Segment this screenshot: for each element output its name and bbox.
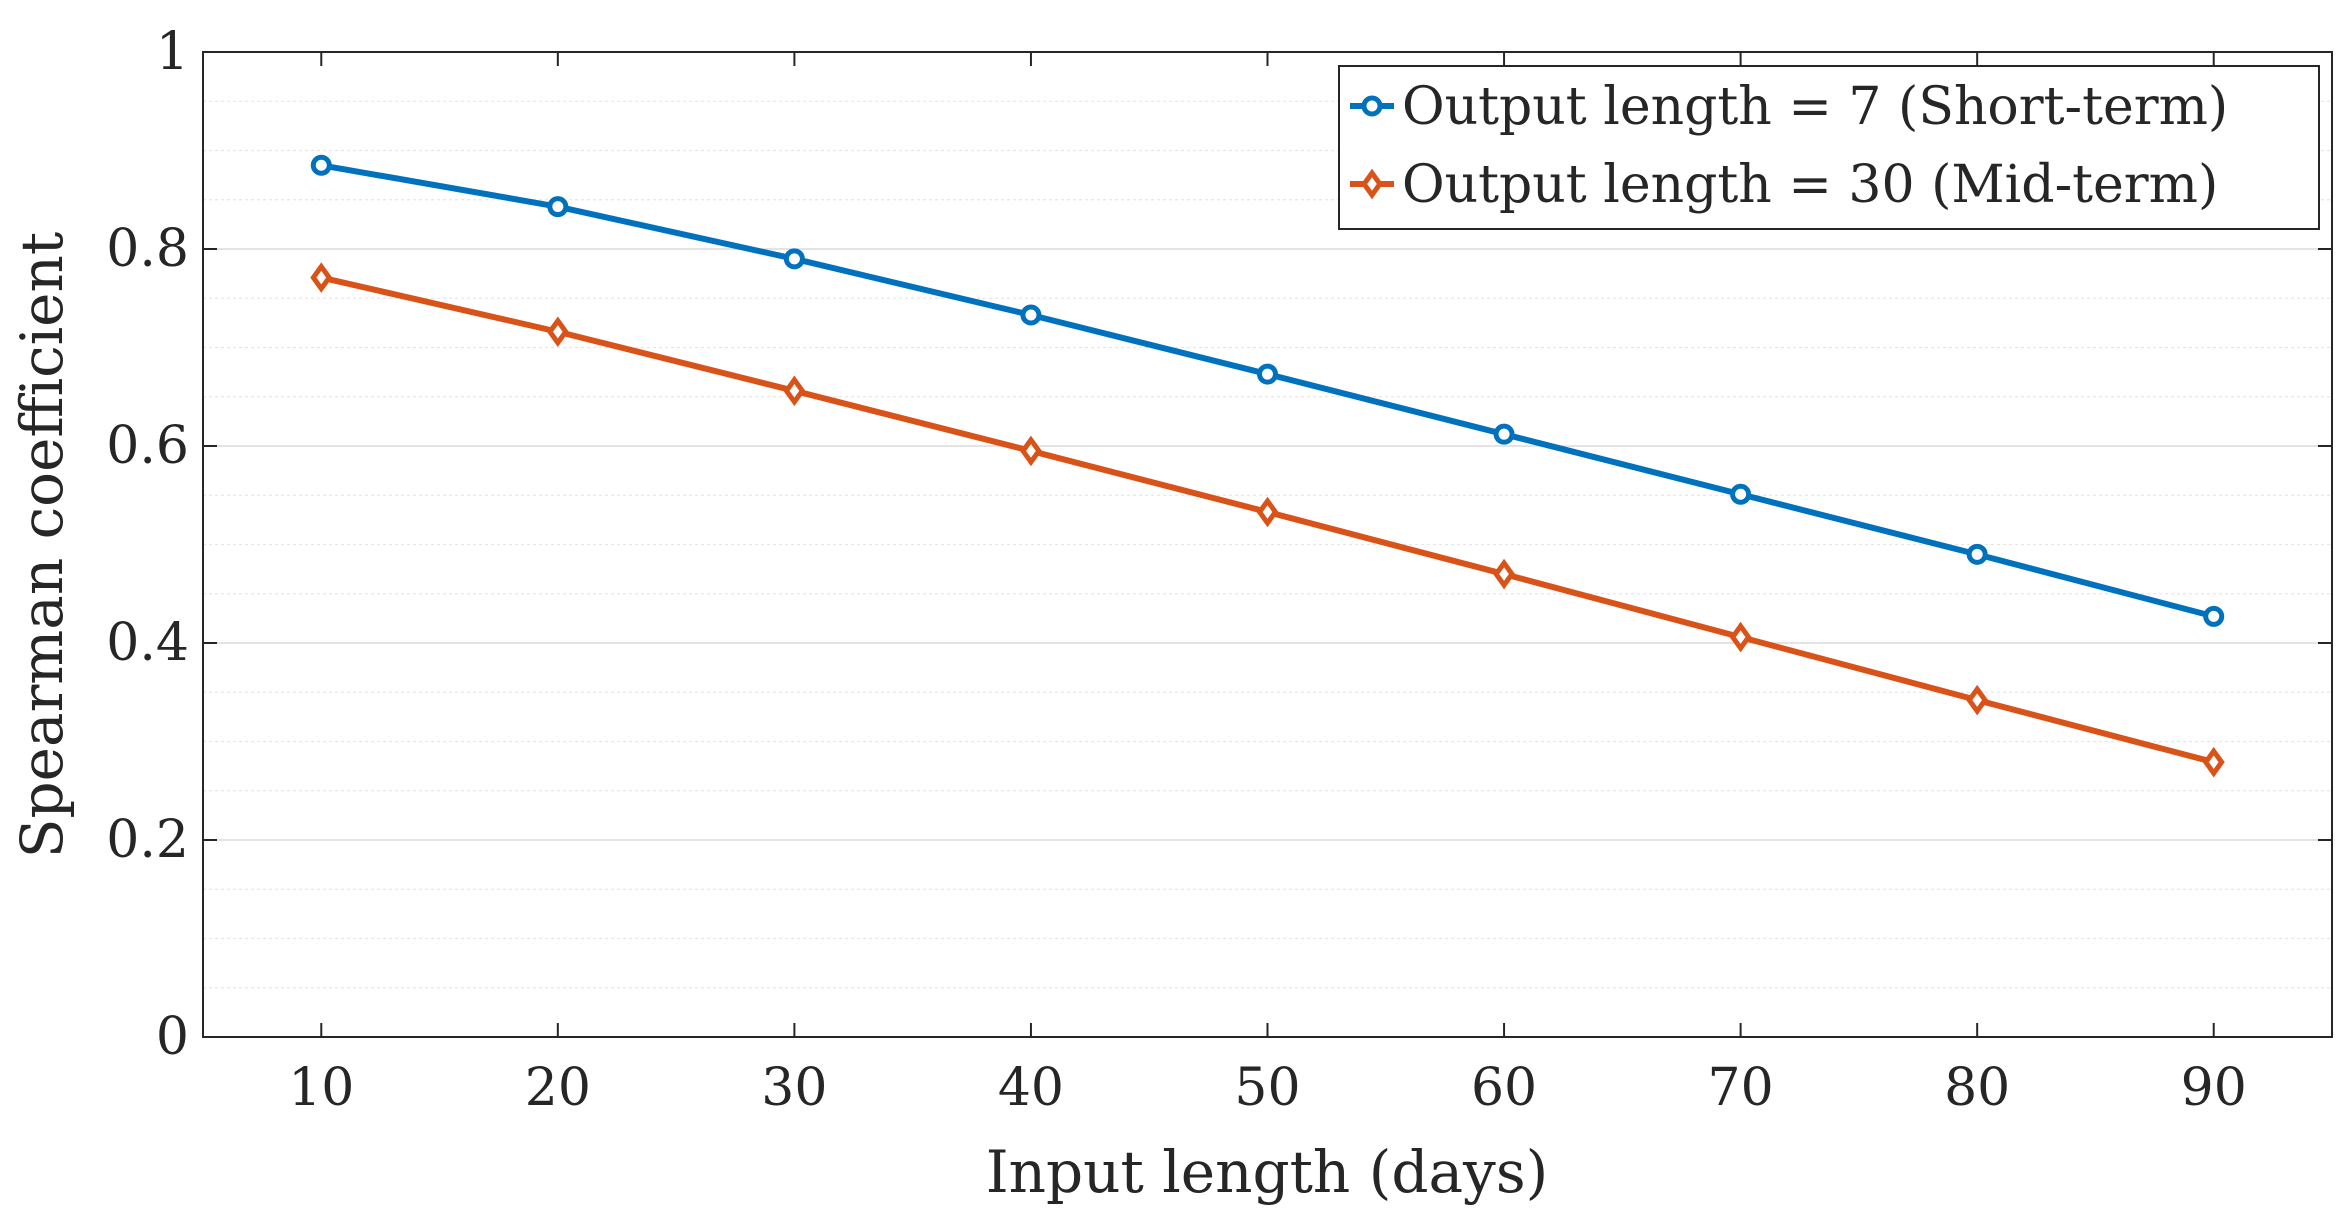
- series-1: [310, 154, 2225, 627]
- data-point: [1256, 496, 1279, 528]
- x-tick-label: 70: [1708, 1058, 1774, 1118]
- y-tick-label: 0.6: [106, 416, 189, 476]
- legend-swatch-marker: [1360, 168, 1384, 200]
- x-tick-label: 30: [761, 1058, 827, 1118]
- data-point: [1730, 483, 1752, 505]
- data-point: [1966, 684, 1989, 716]
- data-point: [1493, 558, 1516, 590]
- y-axis-title: Spearman coefficient: [8, 232, 76, 858]
- x-tick-label: 10: [288, 1058, 354, 1118]
- y-tick-label: 0.4: [106, 613, 189, 673]
- major-grid: [203, 248, 2332, 841]
- x-tick-label: 80: [1944, 1058, 2010, 1118]
- data-point: [1966, 543, 1988, 565]
- data-point: [2203, 605, 2225, 627]
- data-point: [783, 375, 806, 407]
- x-axis: 10 20 30 40 50 60 70 80 90: [288, 52, 2247, 1118]
- x-tick-label: 60: [1471, 1058, 1537, 1118]
- x-tick-label: 50: [1234, 1058, 1300, 1118]
- y-tick-label: 0.8: [106, 219, 189, 279]
- data-point: [1019, 435, 1042, 467]
- x-tick-label: 90: [2181, 1058, 2247, 1118]
- series-2: [310, 262, 2225, 778]
- data-point: [1257, 363, 1278, 385]
- x-axis-title: Input length (days): [986, 1138, 1548, 1206]
- legend-item: Output length = 7 (Short-term): [1350, 77, 2228, 137]
- legend-items: Output length = 7 (Short-term) Output len…: [1350, 77, 2228, 215]
- data-point: [2202, 746, 2225, 778]
- legend-label: Output length = 7 (Short-term): [1402, 77, 2228, 137]
- x-tick-label: 40: [998, 1058, 1064, 1118]
- data-point: [310, 154, 332, 176]
- legend-swatch-marker: [1361, 95, 1383, 117]
- data-point: [1493, 423, 1515, 445]
- legend-box: [1338, 65, 2320, 230]
- y-tick-label: 0.2: [106, 810, 189, 870]
- y-axis: 0 0.2 0.4 0.6 0.8 1: [106, 22, 2332, 1067]
- data-point: [1020, 304, 1042, 326]
- series-layer: [310, 154, 2225, 778]
- legend: Output length = 7 (Short-term) Output len…: [1338, 65, 2320, 230]
- data-point: [546, 316, 569, 348]
- x-tick-label: 20: [525, 1058, 591, 1118]
- data-point: [547, 196, 569, 218]
- data-point: [783, 248, 805, 270]
- y-tick-label: 0: [156, 1007, 189, 1067]
- legend-label: Output length = 30 (Mid-term): [1402, 155, 2218, 215]
- data-point: [1729, 621, 1752, 653]
- legend-item: Output length = 30 (Mid-term): [1350, 155, 2218, 215]
- data-point: [310, 262, 333, 293]
- y-tick-label: 1: [156, 22, 189, 82]
